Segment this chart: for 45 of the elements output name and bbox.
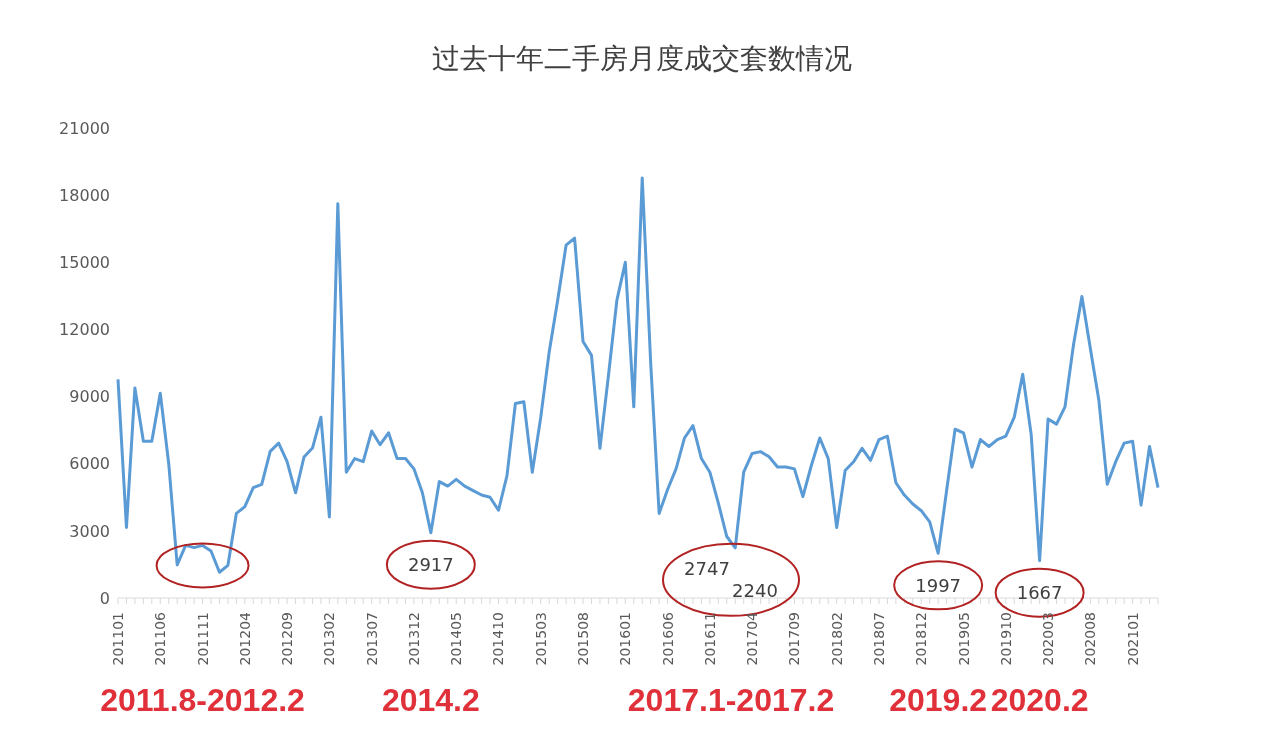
- annotation: 2917: [407, 554, 454, 576]
- line-series: [116, 176, 1160, 574]
- x-tick-label: 201812: [913, 612, 930, 666]
- x-tick-label: 201302: [321, 612, 338, 666]
- y-tick-label: 9000: [69, 387, 110, 407]
- x-tick-label: 201802: [828, 612, 845, 666]
- x-tick-label: 202101: [1124, 612, 1141, 666]
- x-tick-label: 201905: [955, 612, 972, 666]
- y-tick-label: 6000: [69, 454, 110, 474]
- x-tick-label: 201606: [659, 611, 676, 666]
- y-tick-label: 12000: [59, 320, 110, 340]
- x-tick-label: 201111: [194, 612, 211, 666]
- annotation: 2747: [684, 558, 730, 580]
- x-tick-label: 201807: [870, 612, 887, 666]
- x-tick-label: 201204: [236, 611, 253, 666]
- y-tick-label: 18000: [59, 185, 110, 205]
- x-tick-label: 201503: [532, 612, 549, 666]
- text: 2019.2: [889, 682, 988, 719]
- x-tick-label: 201405: [448, 612, 465, 666]
- y-tick-label: 3000: [69, 521, 110, 541]
- y-tick-label: 0: [99, 588, 110, 608]
- x-tick-label: 201410: [490, 612, 507, 666]
- text: 2020.2: [990, 682, 1089, 719]
- x-tick-label: 201709: [786, 612, 803, 666]
- x-tick-label: 201611: [701, 612, 718, 666]
- x-tick-label: 201312: [405, 612, 422, 666]
- annotation: 1997: [915, 574, 962, 596]
- x-tick-label: 202008: [1082, 612, 1099, 666]
- y-tick-label: 15000: [59, 252, 110, 272]
- text: 2014.2: [381, 682, 480, 719]
- chart-title: 过去十年二手房月度成交套数情况: [431, 41, 853, 77]
- annotation: 2240: [732, 580, 778, 602]
- y-tick-label: 21000: [59, 118, 110, 138]
- x-tick-label: 201508: [575, 612, 592, 666]
- x-tick-label: 201106: [152, 611, 169, 666]
- x-tick-label: 202003: [1040, 612, 1057, 666]
- annotation: 1667: [1016, 582, 1063, 604]
- x-tick-label: 201307: [363, 612, 380, 666]
- x-tick-label: 201101: [110, 612, 126, 666]
- x-tick-label: 201910: [997, 612, 1014, 666]
- text: 2011.8-2012.2: [100, 682, 305, 719]
- x-tick-label: 201704: [744, 611, 761, 666]
- x-tick-label: 201209: [279, 612, 296, 666]
- x-tick-label: 201601: [617, 612, 634, 666]
- text: 2017.1-2017.2: [627, 682, 835, 719]
